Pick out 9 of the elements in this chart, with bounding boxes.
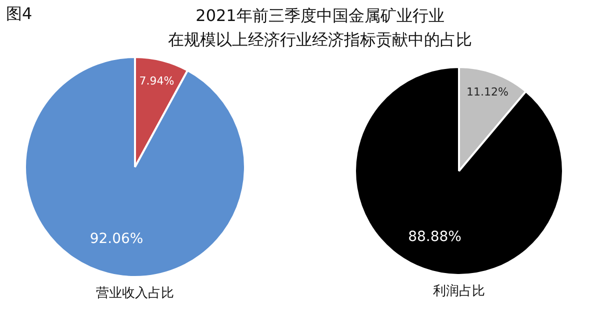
- data-label: 88.88%: [408, 229, 462, 246]
- text: 2021年前三季度中国金属矿业行业: [194, 5, 446, 27]
- data-label: 7.94%: [139, 74, 174, 88]
- text: 利润占比: [432, 283, 486, 300]
- text: 营业收入占比: [95, 285, 175, 302]
- caption: 图4: [6, 4, 32, 25]
- text: 在规模以上经济行业经济指标贡献中的占比: [167, 29, 473, 51]
- data-label: 92.06%: [90, 231, 144, 248]
- data-label: 11.12%: [466, 86, 508, 99]
